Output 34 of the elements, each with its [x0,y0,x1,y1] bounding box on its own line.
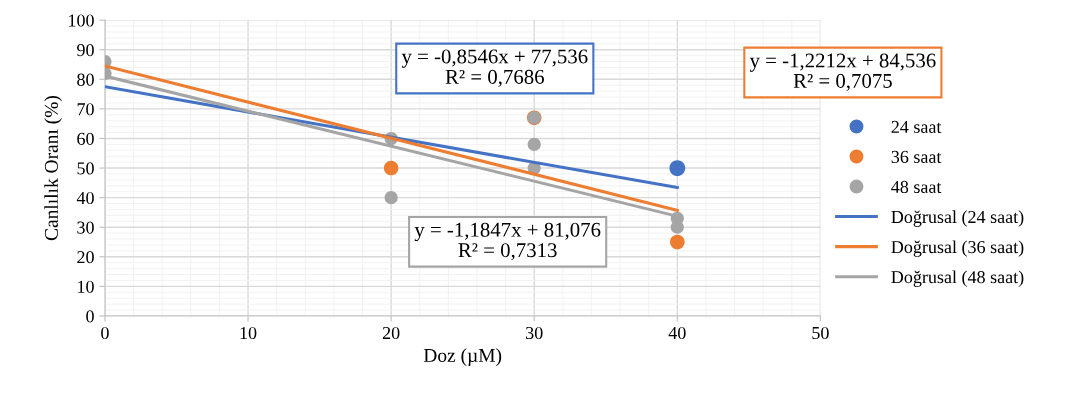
annotation: y = -0,8546x + 77,536 R² = 0,7686 [401,49,588,87]
x-axis-title: Doz (µM) [423,348,502,366]
legend-label: Doğrusal (48 saat) [891,270,1024,287]
y-tick-label: 100 [69,14,94,27]
y-tick-label: 70 [77,103,94,116]
legend-label: Doğrusal (36 saat) [891,240,1024,257]
x-tick-label: 50 [812,326,829,340]
x-tick-label: 10 [240,326,257,340]
annotation: y = -1,1847x + 81,076 R² = 0,7313 [414,222,601,261]
point [669,160,686,176]
y-tick-label: 80 [77,73,94,86]
point [383,160,399,176]
y-tick-label: 30 [77,221,94,234]
legend-label: 36 saat [891,150,942,164]
y-tick-label: 40 [76,191,94,205]
annotation: y = -1,2212x + 84,536 R² = 0,7075 [749,53,936,91]
point [670,220,684,234]
point [527,137,541,151]
x-tick-label: 0 [101,326,109,340]
point [384,191,398,205]
y-tick-label: 10 [78,280,94,293]
y-tick-label: 20 [77,251,94,264]
y-tick-label: 50 [77,162,94,175]
y-tick-label: 90 [77,43,94,57]
y-tick-label: 60 [77,132,94,145]
legend-label: Doğrusal (24 saat) [891,210,1024,227]
legend-label: 48 saat [891,180,942,194]
x-tick-label: 20 [382,326,400,340]
legend-label: 24 saat [891,120,942,133]
x-tick-label: 40 [668,326,686,340]
y-axis-title: Canlılık Oranı (%) [44,96,62,241]
y-tick-label: 0 [86,310,94,323]
x-tick-label: 30 [526,326,543,340]
point [670,234,685,250]
